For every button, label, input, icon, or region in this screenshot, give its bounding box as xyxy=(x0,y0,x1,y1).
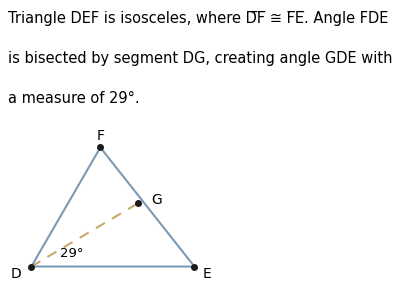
Text: Triangle DEF is isosceles, where D̅F̅ ≅ F̅E̅. Angle FDE: Triangle DEF is isosceles, where D̅F̅ ≅ … xyxy=(8,11,387,26)
Text: E: E xyxy=(202,267,211,281)
Text: is bisected by segment DG, creating angle GDE with: is bisected by segment DG, creating angl… xyxy=(8,51,391,66)
Text: a measure of 29°.: a measure of 29°. xyxy=(8,91,139,106)
Text: 29°: 29° xyxy=(60,247,84,260)
Text: G: G xyxy=(151,193,162,207)
Text: D: D xyxy=(10,267,21,281)
Text: F: F xyxy=(96,129,104,143)
